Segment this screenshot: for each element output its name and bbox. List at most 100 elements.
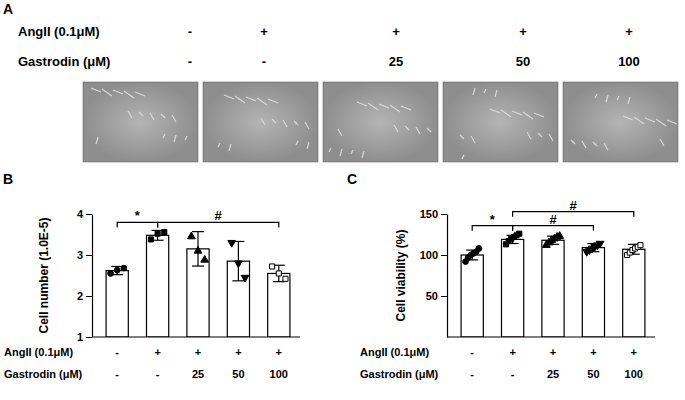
treatment-value: 25 <box>192 368 204 380</box>
data-point <box>517 231 522 236</box>
significance-mark: * <box>490 212 496 227</box>
treatment-value: - <box>156 368 160 380</box>
micrograph <box>563 82 678 162</box>
cell-texture <box>340 149 342 156</box>
treatment-value: + <box>509 346 515 358</box>
figure: AAngII (0.1μM)-++++Gastrodin (μM)--25501… <box>0 0 685 400</box>
y-tick-mark <box>86 214 92 215</box>
cell-texture <box>102 89 112 96</box>
cell-texture <box>484 89 486 93</box>
cell-texture <box>628 97 630 104</box>
y-tick-mark <box>441 296 447 297</box>
data-point <box>283 276 288 281</box>
data-point <box>108 271 114 277</box>
data-point <box>155 231 160 236</box>
treatment-value: - <box>470 368 474 380</box>
treatment-value: 100 <box>625 368 643 380</box>
y-tick-mark <box>86 255 92 256</box>
bar <box>461 255 483 337</box>
cell-texture <box>462 155 464 159</box>
y-tick: 3 <box>77 249 92 261</box>
cell-texture <box>224 95 234 99</box>
y-tick-label: 1 <box>77 331 83 343</box>
treatment-value: + <box>550 346 556 358</box>
y-axis: 1 2 3 4 <box>77 208 93 343</box>
cell-texture <box>305 122 309 129</box>
y-axis-line <box>92 215 93 338</box>
cell-texture <box>246 97 256 101</box>
x-axis <box>92 337 300 338</box>
bar <box>268 273 290 337</box>
cell-texture <box>261 118 265 125</box>
cell-texture <box>394 125 398 132</box>
cell-texture <box>351 150 353 154</box>
micrograph <box>323 82 438 162</box>
y-tick: 2 <box>77 290 92 302</box>
cell-texture <box>604 143 608 150</box>
data-point <box>241 275 249 282</box>
y-tick-label: 2 <box>77 290 83 302</box>
y-tick-label: 4 <box>77 208 84 220</box>
y-axis-line <box>447 215 448 338</box>
cell-texture <box>656 119 666 126</box>
cell-texture <box>405 126 409 130</box>
cell-texture <box>135 92 145 96</box>
data-point <box>162 229 167 234</box>
micrograph <box>443 82 558 162</box>
panel-a: AAngII (0.1μM)-++++Gastrodin (μM)--25501… <box>3 1 678 162</box>
data-point <box>556 232 564 239</box>
cell-texture <box>595 94 597 98</box>
chart-panel: C50100150Cell viability (%)*##AngII (0.1… <box>347 171 655 380</box>
treatment-value: 25 <box>547 368 559 380</box>
cell-texture <box>495 90 497 97</box>
data-point <box>201 255 209 262</box>
cell-texture <box>338 129 342 136</box>
y-tick-label: 50 <box>426 290 438 302</box>
data-point <box>194 246 202 253</box>
x-axis-line <box>447 336 655 337</box>
cell-texture <box>527 132 531 139</box>
cell-texture <box>362 151 364 158</box>
bar <box>106 271 128 337</box>
cell-texture <box>368 103 378 110</box>
cell-texture <box>139 112 143 116</box>
cell-texture <box>257 98 267 105</box>
cell-texture <box>283 120 287 127</box>
cell-texture <box>534 113 544 117</box>
panel-label: B <box>3 171 13 187</box>
treatment-value: + <box>154 346 160 358</box>
y-tick: 4 <box>77 208 92 220</box>
cell-texture <box>416 127 420 134</box>
row-value: + <box>519 24 527 39</box>
cell-texture <box>471 136 475 143</box>
treatment-value: 50 <box>587 368 599 380</box>
cell-texture <box>593 142 597 146</box>
data-point <box>148 237 153 242</box>
cell-texture <box>473 88 475 95</box>
y-axis-label: Cell viability (%) <box>394 229 408 321</box>
y-tick-mark <box>86 337 92 338</box>
data-point <box>114 267 120 273</box>
treatment-value: + <box>235 346 241 358</box>
cell-texture <box>501 110 511 117</box>
cell-texture <box>96 137 98 144</box>
row-label: Gastrodin (μM) <box>18 54 110 69</box>
treatment-label: Gastrodin (μM) <box>360 368 439 380</box>
cell-texture <box>163 134 165 138</box>
cell-texture <box>427 128 431 132</box>
error-bar-cap <box>232 280 244 281</box>
data-point <box>187 232 195 239</box>
row-value: 100 <box>618 54 640 69</box>
treatment-value: - <box>115 346 119 358</box>
treatment-value: + <box>590 346 596 358</box>
data-point <box>638 243 643 248</box>
cell-texture <box>645 118 655 122</box>
y-tick: 150 <box>420 208 447 220</box>
row-label: AngII (0.1μM) <box>18 24 100 39</box>
x-axis <box>447 337 655 338</box>
cell-texture <box>571 140 575 144</box>
y-tick-label: 100 <box>420 249 438 261</box>
plot-area <box>461 231 645 337</box>
cell-texture <box>617 96 619 100</box>
bar <box>501 239 523 337</box>
